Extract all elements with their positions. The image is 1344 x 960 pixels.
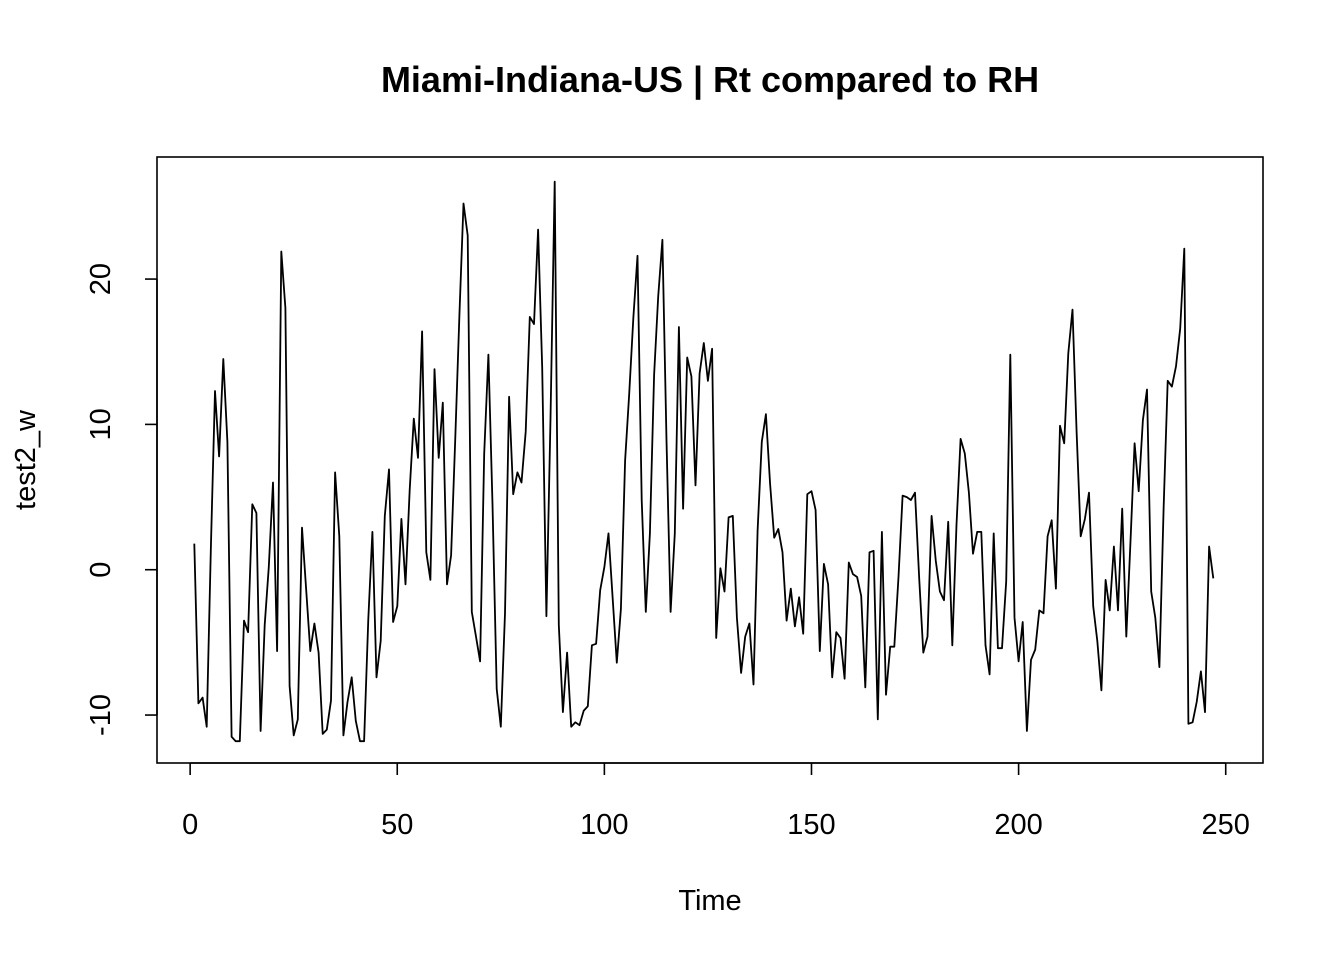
y-axis-label: test2_w (10, 409, 42, 510)
y-axis: -10 0 10 20 (85, 263, 158, 736)
y-tick-label: 10 (85, 408, 117, 440)
x-tick-label: 0 (182, 809, 198, 841)
x-tick-label: 200 (994, 809, 1042, 841)
y-tick-label: 20 (85, 263, 117, 295)
x-tick-label: 50 (381, 809, 413, 841)
x-tick-label: 100 (580, 809, 628, 841)
y-tick-label: 0 (85, 562, 117, 578)
x-axis: 0 50 100 150 200 250 (182, 762, 1250, 841)
series-line (193, 180, 1215, 743)
chart-title: Miami-Indiana-US | Rt compared to RH (381, 59, 1039, 101)
x-tick-label: 250 (1202, 809, 1250, 841)
x-axis-label: Time (678, 885, 741, 917)
y-tick-label: -10 (85, 694, 117, 736)
x-tick-label: 150 (787, 809, 835, 841)
